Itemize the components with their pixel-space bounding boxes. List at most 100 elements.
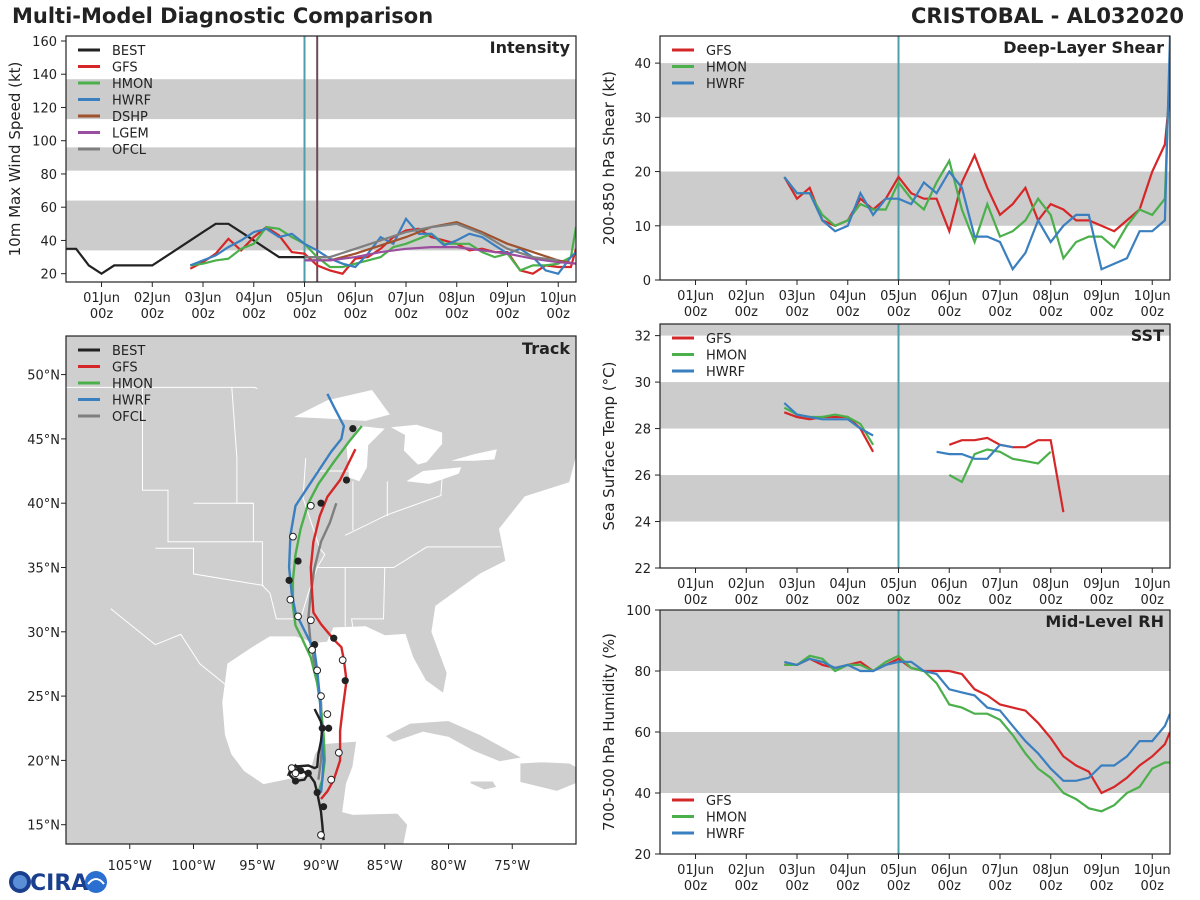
sst-ytick-label: 30: [634, 376, 651, 391]
sst-xtick-label: 02Jun: [728, 577, 765, 592]
sst-xtick-label: 00z: [887, 593, 911, 608]
rh-xtick-label: 00z: [1090, 879, 1114, 894]
track-point-open: [334, 748, 343, 757]
shear-ytick-label: 40: [634, 57, 651, 72]
intensity-legend-label-lgem: LGEM: [112, 127, 149, 142]
rh-xtick-label: 07Jun: [982, 863, 1019, 878]
track-point-filled: [342, 476, 351, 484]
rh-xtick-label: 00z: [836, 879, 860, 894]
sst-xtick-label: 00z: [836, 593, 860, 608]
intensity-legend-label-hmon: HMON: [112, 77, 153, 92]
intensity-legend-label-gfs: GFS: [112, 61, 138, 76]
track-point-filled: [325, 724, 333, 732]
sst-ytick-label: 28: [634, 423, 651, 438]
sst-series-hwrf: [783, 402, 874, 437]
track-legend-label-ofcl: OFCL: [112, 410, 147, 425]
rh-xtick-label: 01Jun: [677, 863, 714, 878]
rh-xtick-label: 04Jun: [829, 863, 866, 878]
rh-ytick-label: 40: [634, 787, 651, 802]
track-legend-label-best: BEST: [112, 344, 145, 359]
track-point-filled: [317, 499, 325, 507]
intensity-xtick-label: 06Jun: [337, 291, 374, 306]
track-point-filled: [294, 557, 302, 565]
track-point-open: [306, 501, 315, 510]
rh-xtick-label: 05Jun: [880, 863, 917, 878]
rh-band: [660, 610, 1170, 671]
shear-xtick-label: 00z: [1039, 305, 1063, 320]
rh-ytick-label: 60: [634, 726, 651, 741]
track-title: Track: [522, 339, 570, 358]
shear-xtick-label: 00z: [1141, 305, 1165, 320]
sst-xtick-label: 00z: [938, 593, 962, 608]
track-series-best: [286, 708, 325, 841]
track-point-filled: [285, 576, 293, 584]
lake-ontario: [451, 449, 497, 461]
intensity-series-lgem: [304, 246, 576, 265]
shear-xtick-label: 08Jun: [1032, 289, 1069, 304]
hispaniola: [519, 761, 576, 792]
shear-xtick-label: 04Jun: [829, 289, 866, 304]
border-states-6: [344, 477, 443, 536]
intensity-xtick-label: 00z: [191, 307, 215, 322]
track-point-filled: [304, 769, 312, 777]
track-ytick-label: 50°N: [27, 369, 60, 384]
sst-xtick-label: 06Jun: [931, 577, 968, 592]
track-point-open: [338, 656, 347, 664]
lake-huron: [391, 424, 443, 465]
track-xtick-label: 95°W: [239, 859, 275, 874]
rh-xtick-label: 10Jun: [1134, 863, 1171, 878]
intensity-xtick-label: 00z: [547, 307, 571, 322]
track-ytick-label: 30°N: [27, 626, 60, 641]
rh-title: Mid-Level RH: [1045, 612, 1164, 631]
sst-xtick-label: 10Jun: [1134, 577, 1171, 592]
shear-ytick-label: 20: [634, 166, 651, 181]
intensity-xtick-label: 09Jun: [489, 291, 526, 306]
intensity-ytick-label: 20: [40, 268, 57, 283]
storm-id: CRISTOBAL - AL032020: [911, 4, 1184, 28]
track-ytick-label: 35°N: [27, 561, 60, 576]
rh-xtick-label: 08Jun: [1032, 863, 1069, 878]
shear-xtick-label: 00z: [836, 305, 860, 320]
cira-logo: CIRA: [9, 871, 107, 896]
track-ytick-label: 40°N: [27, 497, 60, 512]
rh-panel: 2040608010001Jun00z02Jun00z03Jun00z04Jun…: [600, 604, 1171, 894]
intensity-xtick-label: 08Jun: [438, 291, 475, 306]
intensity-ytick-label: 40: [40, 234, 57, 249]
sst-ytick-label: 26: [634, 469, 651, 484]
rh-ytick-label: 80: [634, 665, 651, 680]
sst-legend-label-hmon: HMON: [706, 349, 747, 364]
shear-xtick-label: 00z: [684, 305, 708, 320]
sst-xtick-label: 00z: [1039, 593, 1063, 608]
track-ytick-label: 45°N: [27, 433, 60, 448]
intensity-xtick-label: 00z: [141, 307, 165, 322]
intensity-ytick-label: 80: [40, 168, 57, 183]
track-ytick-label: 25°N: [27, 690, 60, 705]
intensity-ytick-label: 140: [32, 68, 57, 83]
rh-xtick-label: 03Jun: [779, 863, 816, 878]
shear-xtick-label: 00z: [735, 305, 759, 320]
shear-xtick-label: 01Jun: [677, 289, 714, 304]
sst-series-hwrf: [936, 443, 1013, 460]
lake-superior: [294, 390, 390, 421]
shear-band: [660, 63, 1170, 118]
sst-title: SST: [1131, 326, 1164, 345]
intensity-panel: 2040608010012014016001Jun00z02Jun00z03Ju…: [6, 35, 577, 322]
intensity-xtick-label: 00z: [344, 307, 368, 322]
border-states-5: [317, 546, 501, 568]
intensity-ytick-label: 100: [32, 135, 57, 150]
shear-xtick-label: 06Jun: [931, 289, 968, 304]
rh-legend-label-hwrf: HWRF: [706, 827, 745, 842]
border-us-mexico: [110, 608, 226, 685]
track-xtick-label: 85°W: [367, 859, 403, 874]
jamaica: [469, 780, 498, 791]
intensity-legend-label-ofcl: OFCL: [112, 143, 147, 158]
sst-ytick-label: 22: [634, 562, 651, 577]
sst-frame: [659, 323, 1171, 569]
track-legend-label-gfs: GFS: [112, 361, 138, 376]
intensity-xtick-label: 01Jun: [83, 291, 120, 306]
track-xtick-label: 90°W: [303, 859, 339, 874]
sst-xtick-label: 09Jun: [1083, 577, 1120, 592]
rh-xtick-label: 00z: [988, 879, 1012, 894]
track-ytick-label: 15°N: [27, 819, 60, 834]
